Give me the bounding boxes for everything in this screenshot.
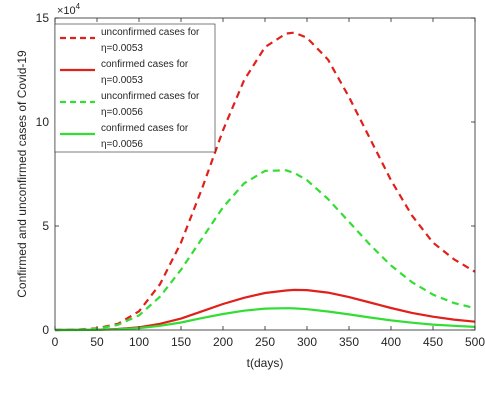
y-multiplier-base: ×10 — [57, 5, 76, 17]
legend-entry-1: unconfirmed cases for η=0.0053 — [60, 27, 200, 54]
series-layer — [54, 31, 476, 332]
y-tick-label: 5 — [42, 219, 49, 233]
y-axis-label: Confirmed and unconfirmed cases of Covid… — [15, 50, 29, 298]
x-tick-label: 450 — [423, 335, 443, 349]
x-tick-label: 250 — [255, 335, 275, 349]
axes-box — [54, 17, 476, 331]
legend-entry-3: unconfirmed cases for η=0.0056 — [60, 91, 200, 118]
y-tick-label: 0 — [42, 323, 49, 337]
legend-box — [54, 23, 216, 153]
x-tick-label: 500 — [465, 335, 485, 349]
legend-label-2-line1: confirmed cases for — [101, 59, 189, 70]
x-tick-label: 100 — [129, 335, 149, 349]
legend-label-3-line1: unconfirmed cases for — [101, 91, 200, 102]
y-multiplier-exponent: 4 — [76, 2, 81, 11]
series-line-1 — [54, 31, 476, 332]
x-tick-label: 400 — [381, 335, 401, 349]
legend-label-1-line1: unconfirmed cases for — [101, 27, 200, 38]
y-multiplier: ×104 — [57, 2, 81, 17]
y-tick-label: 10 — [36, 115, 50, 129]
legend-label-4-line1: confirmed cases for — [101, 123, 189, 134]
x-tick-label: 350 — [339, 335, 359, 349]
x-tick-label: 200 — [213, 335, 233, 349]
y-tick-label: 15 — [36, 11, 50, 25]
series-line-4 — [55, 307, 476, 332]
legend-entry-2: confirmed cases for η=0.0053 — [60, 59, 189, 86]
legend-label-2-line2: η=0.0053 — [101, 75, 143, 86]
series-line-3 — [54, 169, 476, 332]
legend-label-4-line2: η=0.0056 — [101, 139, 143, 150]
legend: unconfirmed cases for η=0.0053 confirmed… — [54, 23, 216, 153]
x-tick-label: 300 — [297, 335, 317, 349]
x-tick-label: 50 — [90, 335, 104, 349]
legend-label-3-line2: η=0.0056 — [101, 107, 143, 118]
tick-layer: 0 50 100 150 200 250 300 350 400 450 500 0 5 10 15 — [36, 11, 485, 349]
x-axis-label: t(days) — [247, 356, 284, 370]
legend-entry-4: confirmed cases for η=0.0056 — [60, 123, 189, 150]
x-tick-label: 0 — [52, 335, 59, 349]
legend-label-1-line2: η=0.0053 — [101, 43, 143, 54]
x-tick-label: 150 — [171, 335, 191, 349]
